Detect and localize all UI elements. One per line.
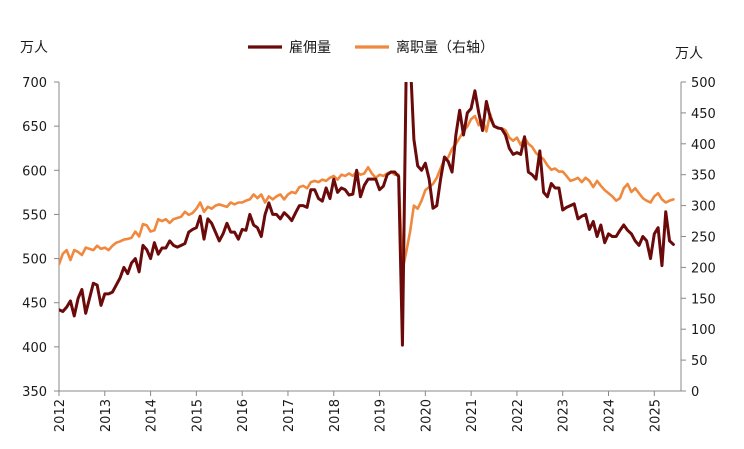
left-y-axis: 350 400 450 500 550 600 650 700 xyxy=(22,76,60,400)
left-axis-unit: 万人 xyxy=(20,40,48,56)
right-axis-tick-label: 200 xyxy=(691,261,716,276)
right-axis-tick-label: 300 xyxy=(691,200,716,215)
legend-label-hires: 雇佣量 xyxy=(289,39,331,56)
x-axis-tick-label: 2022 xyxy=(511,399,526,432)
left-axis-tick-label: 500 xyxy=(22,253,47,268)
left-axis-tick-label: 350 xyxy=(22,385,47,400)
legend: 雇佣量 离职量（右轴） xyxy=(248,39,494,56)
series-line-separations xyxy=(59,112,675,272)
x-axis-tick-label: 2024 xyxy=(603,399,618,432)
x-axis-tick-label: 2016 xyxy=(236,399,251,432)
right-axis-tick-label: 400 xyxy=(691,138,716,153)
right-axis-tick-label: 450 xyxy=(691,107,716,122)
x-axis-tick-label: 2021 xyxy=(465,399,480,432)
x-axis-tick-label: 2017 xyxy=(282,399,297,432)
x-axis-tick-label: 2012 xyxy=(53,399,68,432)
right-axis-tick-label: 50 xyxy=(691,354,708,369)
x-axis-tick-label: 2020 xyxy=(419,399,434,432)
right-axis-tick-label: 500 xyxy=(691,76,716,91)
x-axis-tick-label: 2023 xyxy=(557,399,572,432)
right-axis-unit: 万人 xyxy=(675,46,703,62)
left-axis-tick-label: 400 xyxy=(22,341,47,356)
x-axis-tick-label: 2018 xyxy=(328,399,343,432)
left-axis-tick-label: 550 xyxy=(22,208,47,223)
x-axis-tick-label: 2013 xyxy=(99,399,114,432)
right-axis-tick-label: 250 xyxy=(691,231,716,246)
right-y-axis: 0 50 100 150 200 250 300 350 400 450 500 xyxy=(680,76,716,400)
x-axis-tick-label: 2014 xyxy=(145,399,160,432)
right-axis-tick-label: 100 xyxy=(691,323,716,338)
x-axis-tick-label: 2025 xyxy=(648,399,663,432)
x-axis: 2012 2013 2014 2015 2016 2017 2018 2019 2020 2021… xyxy=(53,390,681,432)
left-axis-tick-label: 650 xyxy=(22,120,47,135)
right-axis-tick-label: 150 xyxy=(691,292,716,307)
right-axis-tick-label: 350 xyxy=(691,169,716,184)
left-axis-tick-label: 450 xyxy=(22,297,47,312)
left-axis-tick-label: 600 xyxy=(22,164,47,179)
x-axis-tick-label: 2019 xyxy=(374,399,389,432)
legend-label-separations: 离职量（右轴） xyxy=(396,39,494,56)
x-axis-tick-label: 2015 xyxy=(190,399,205,432)
left-axis-tick-label: 700 xyxy=(22,76,47,91)
right-axis-tick-label: 0 xyxy=(691,385,699,400)
series-line-hires xyxy=(59,82,675,347)
